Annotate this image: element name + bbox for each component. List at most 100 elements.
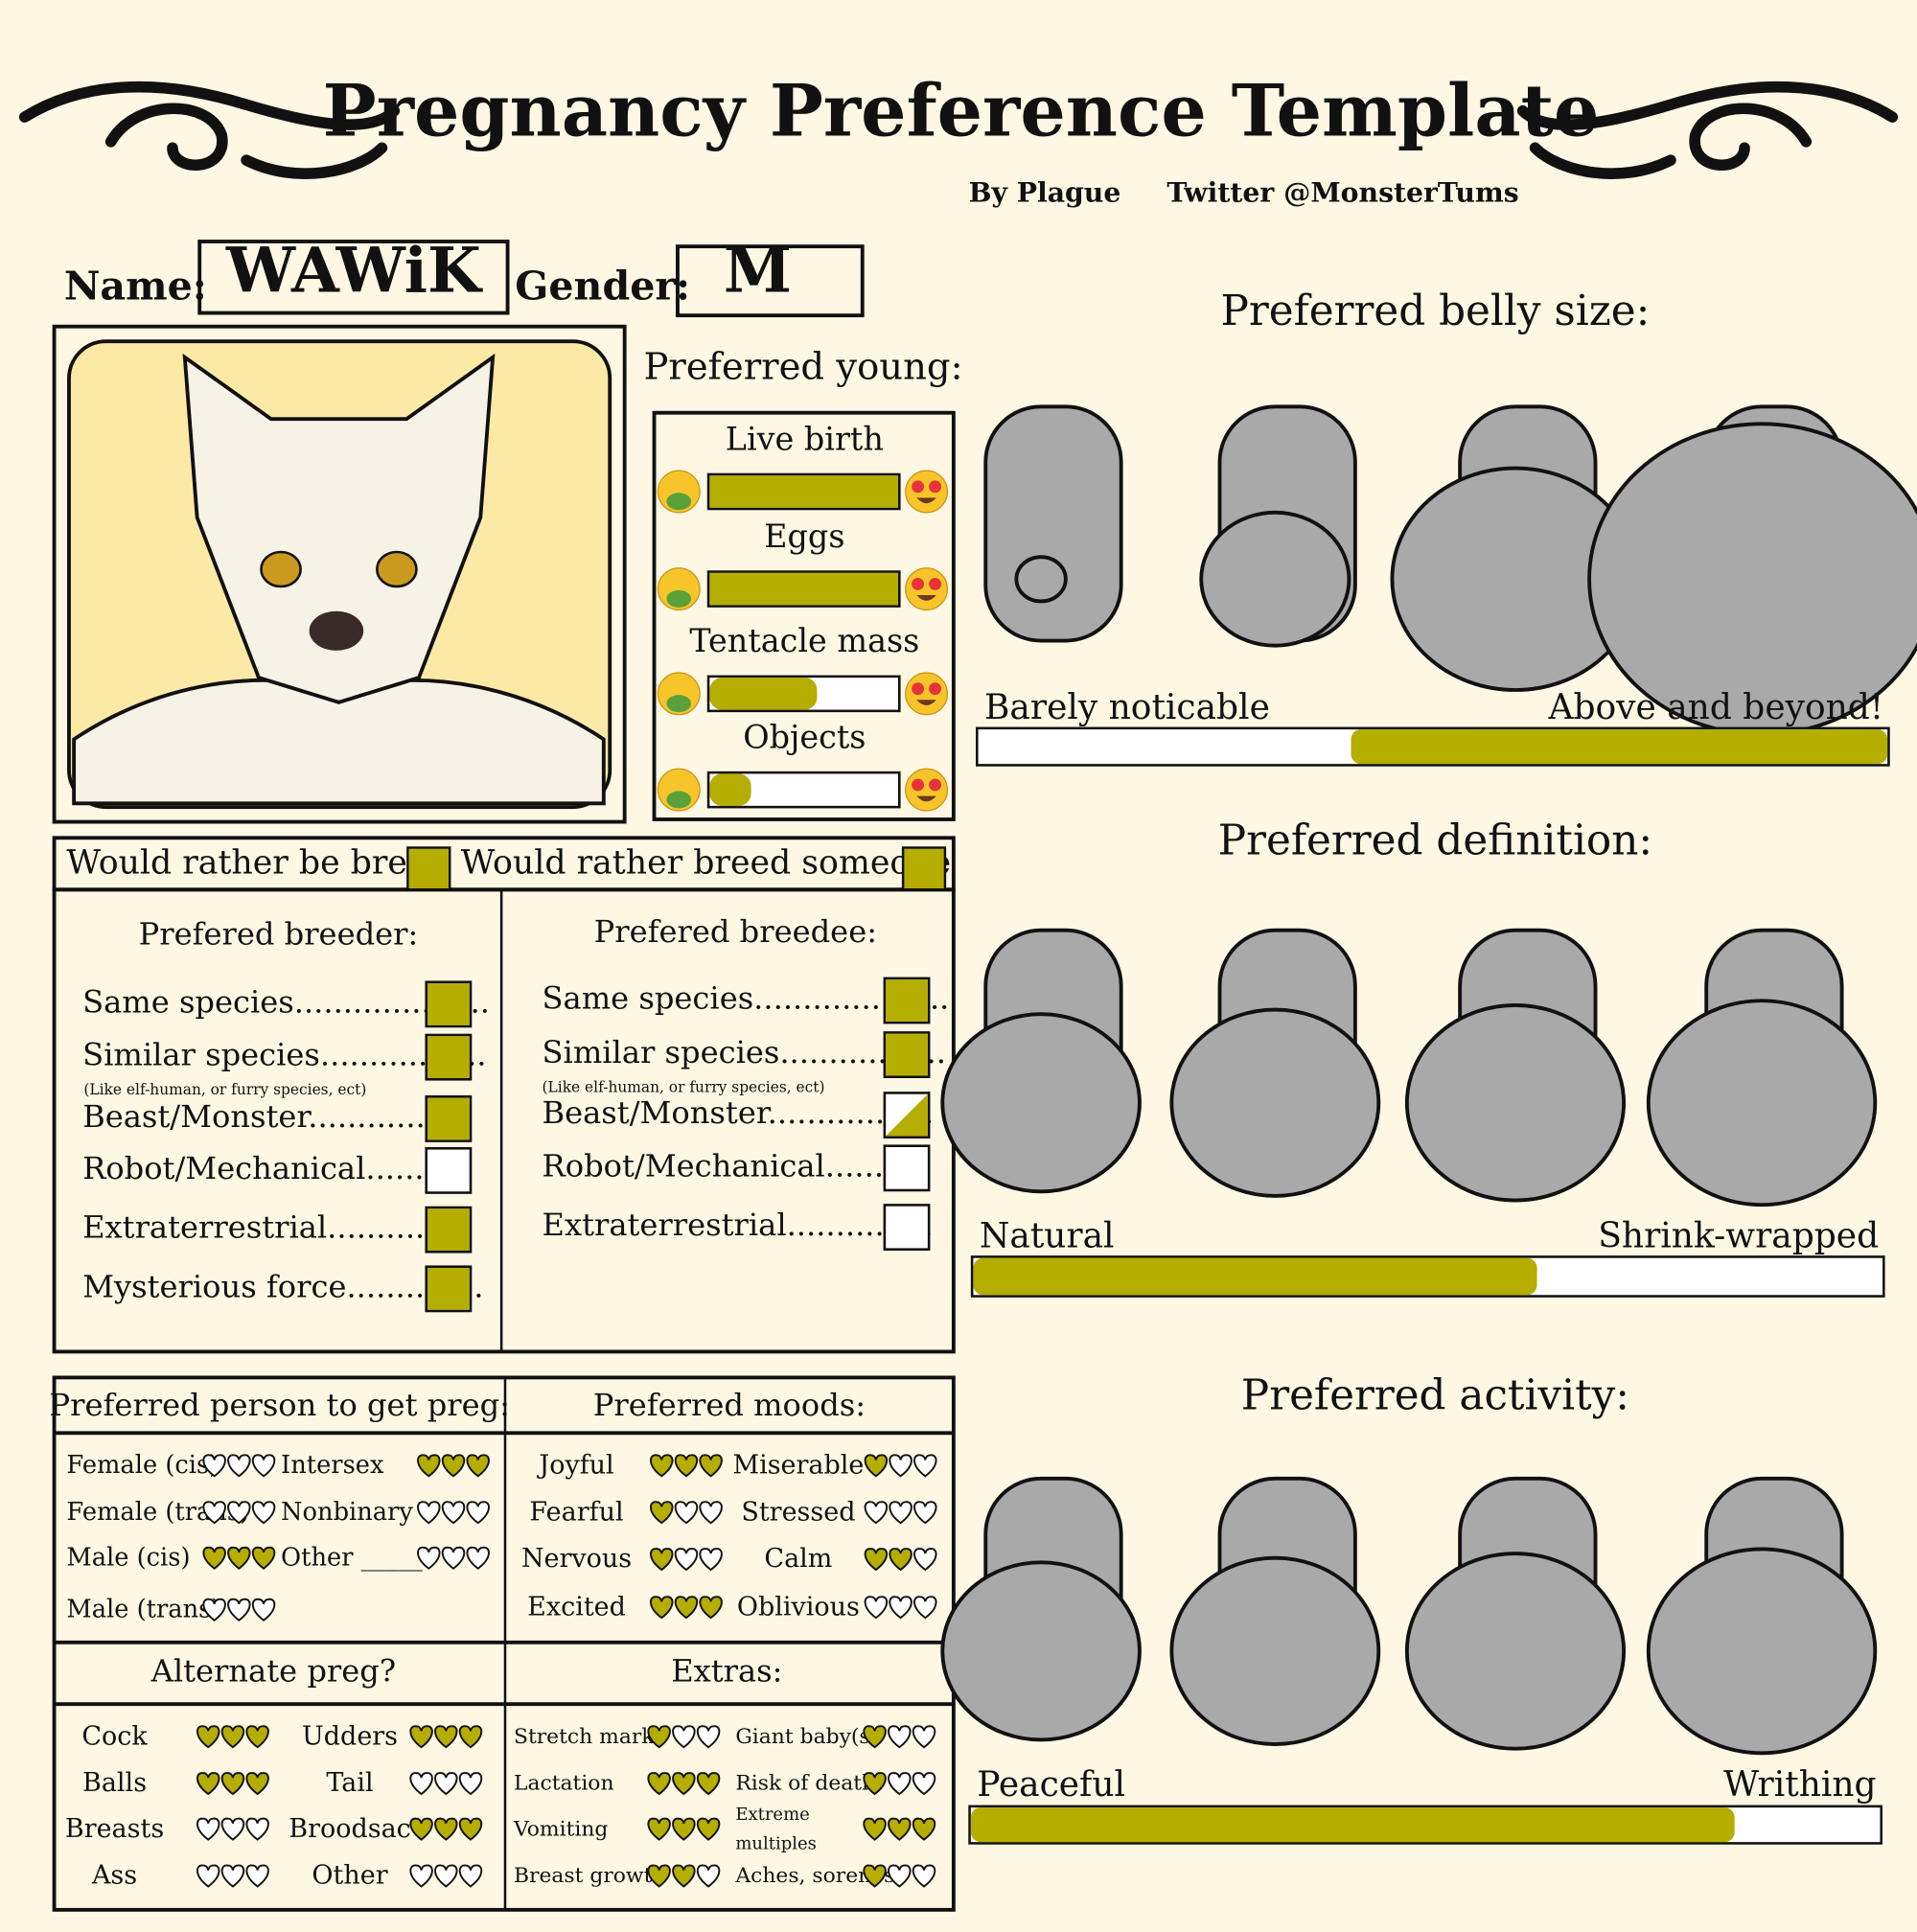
heart: [647, 1725, 671, 1749]
heart: [672, 1817, 696, 1841]
ornament: [18, 80, 1899, 179]
section-title: Preferred definition:: [1218, 816, 1652, 865]
heart: [196, 1817, 220, 1841]
name-label: Name:: [64, 263, 207, 310]
heart: [888, 1772, 912, 1796]
heart-rating: [864, 1596, 937, 1620]
heart: [674, 1596, 699, 1620]
item-label: Extraterrestrial...............: [82, 1209, 473, 1246]
slider-fill: [709, 475, 899, 508]
gender-label: Gender:: [515, 263, 690, 310]
belly: [1646, 1547, 1878, 1756]
item-label: Miserable: [732, 1450, 864, 1480]
heart: [202, 1454, 226, 1478]
heart: [864, 1548, 889, 1572]
emoji: [905, 768, 949, 812]
heart: [889, 1548, 912, 1572]
name-box: [197, 240, 510, 315]
slider-fill: [970, 1807, 1735, 1843]
heart: [674, 1501, 699, 1525]
heart-rating: [863, 1725, 936, 1749]
emoji: [905, 672, 949, 716]
checkbox-fill: [408, 848, 449, 888]
heart: [196, 1772, 220, 1796]
item-label: Live birth: [726, 420, 884, 457]
emoji-eye: [929, 778, 942, 792]
item-label: Objects: [743, 718, 866, 755]
heart: [863, 1772, 887, 1796]
emoji-mouth: [666, 791, 692, 809]
item-label: Other _____: [281, 1543, 423, 1572]
emoji-mouth: [666, 589, 692, 608]
belly: [1199, 510, 1351, 648]
heart: [245, 1864, 269, 1888]
belly: [940, 1012, 1142, 1194]
section-title: Preferred belly size:: [1220, 287, 1650, 335]
heart: [220, 1864, 245, 1888]
heart: [912, 1725, 936, 1749]
heart: [227, 1598, 251, 1622]
heart: [699, 1548, 723, 1572]
heart: [220, 1725, 245, 1749]
gender-box: [676, 244, 865, 318]
emoji-mouth: [916, 795, 936, 802]
item-label: Oblivious: [737, 1592, 860, 1622]
note: (Like elf-human, or furry species, ect): [83, 1081, 366, 1098]
heart-rating: [409, 1817, 483, 1841]
heart: [889, 1454, 912, 1478]
scale-high: Above and beyond!: [1547, 688, 1883, 727]
heart: [699, 1596, 723, 1620]
scale-high: Shrink-wrapped: [1598, 1217, 1879, 1256]
checkbox-fill: [886, 979, 928, 1022]
emoji-eye: [929, 480, 942, 494]
heart: [888, 1725, 912, 1749]
scale-low: Barely noticable: [984, 688, 1270, 727]
emoji-mouth: [666, 493, 692, 511]
emoji: [905, 567, 949, 611]
heart: [434, 1772, 458, 1796]
item-label: Intersex: [281, 1451, 384, 1480]
heart: [864, 1454, 889, 1478]
heart-rating: [650, 1548, 723, 1572]
heart-rating: [196, 1725, 269, 1749]
belly: [1404, 1552, 1627, 1751]
heart: [674, 1454, 699, 1478]
heart: [417, 1546, 441, 1570]
heart-rating: [417, 1454, 490, 1478]
heart-rating: [650, 1454, 723, 1478]
heart: [647, 1864, 671, 1888]
heart: [196, 1864, 220, 1888]
heart: [672, 1725, 696, 1749]
item-label: Balls: [82, 1768, 147, 1798]
heart: [647, 1817, 671, 1841]
heart: [245, 1817, 269, 1841]
item-label: Calm: [764, 1544, 832, 1574]
heart: [864, 1596, 889, 1620]
checkbox: [425, 1147, 473, 1194]
emoji-eye: [929, 578, 942, 590]
heart: [913, 1596, 937, 1620]
heart-rating: [864, 1454, 937, 1478]
heart-rating: [409, 1725, 483, 1749]
section-title: Alternate preg?: [150, 1652, 396, 1689]
heart: [251, 1598, 276, 1622]
heart: [466, 1454, 490, 1478]
item-label: Same species....................: [82, 983, 490, 1020]
heart: [863, 1864, 887, 1888]
heart: [696, 1864, 721, 1888]
heart: [458, 1864, 483, 1888]
heart: [220, 1772, 245, 1796]
heart-rating: [863, 1772, 936, 1796]
heart: [409, 1725, 433, 1749]
heart-rating: [417, 1501, 490, 1525]
item-label: Male (cis): [66, 1543, 190, 1572]
heart: [888, 1864, 912, 1888]
emoji-eye: [912, 778, 925, 792]
heart: [202, 1546, 226, 1570]
heart: [912, 1772, 936, 1796]
heart: [864, 1501, 889, 1525]
heart: [417, 1501, 441, 1525]
heart-rating: [202, 1454, 276, 1478]
heart: [672, 1772, 696, 1796]
item-label: Udders: [302, 1721, 398, 1751]
